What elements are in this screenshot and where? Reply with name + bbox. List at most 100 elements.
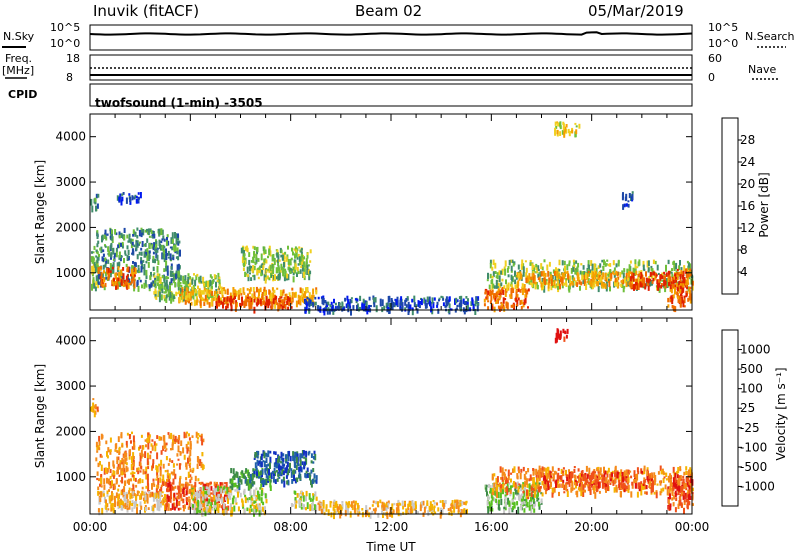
scatter-cell — [134, 231, 137, 237]
scatter-cell — [213, 503, 216, 508]
scatter-cell — [260, 264, 263, 268]
scatter-cell — [272, 264, 275, 269]
scatter-cell — [139, 192, 142, 199]
scatter-cell — [180, 483, 183, 486]
scatter-cell — [209, 506, 212, 513]
scatter-cell — [102, 490, 105, 496]
scatter-cell — [501, 476, 504, 482]
scatter-cell — [540, 263, 543, 269]
scatter-cell — [251, 268, 254, 273]
scatter-cell — [92, 406, 95, 413]
scatter-cell — [679, 302, 682, 308]
scatter-cell — [129, 199, 132, 205]
scatter-cell — [112, 475, 115, 479]
scatter-cell — [327, 301, 330, 306]
scatter-cell — [280, 461, 283, 464]
scatter-cell — [185, 477, 188, 481]
scatter-cell — [156, 471, 159, 476]
scatter-cell — [109, 495, 112, 499]
scatter-cell — [106, 451, 108, 457]
scatter-cell — [650, 272, 653, 276]
scatter-cell — [545, 485, 548, 492]
scatter-cell — [154, 285, 157, 289]
scatter-cell — [210, 288, 213, 294]
scatter-cell — [159, 477, 162, 483]
scatter-cell — [95, 275, 98, 283]
scatter-cell — [523, 299, 526, 306]
scatter-cell — [554, 127, 557, 134]
scatter-cell — [391, 503, 394, 507]
scatter-cell — [221, 497, 224, 504]
scatter-cell — [222, 487, 225, 493]
scatter-cell — [215, 288, 218, 295]
scatter-cell — [520, 504, 523, 511]
scatter-cell — [251, 497, 254, 501]
scatter-cell — [407, 301, 410, 308]
scatter-cell — [156, 282, 159, 287]
scatter-cell — [266, 475, 269, 481]
scatter-cell — [109, 480, 112, 486]
scatter-cell — [223, 486, 226, 489]
scatter-cell — [99, 247, 102, 251]
scatter-cell — [263, 291, 266, 297]
scatter-cell — [467, 298, 469, 302]
scatter-cell — [627, 200, 630, 203]
scatter-cell — [141, 491, 144, 495]
scatter-cell — [179, 477, 181, 484]
scatter-cell — [294, 451, 297, 458]
scatter-cell — [136, 227, 139, 231]
scatter-cell — [276, 252, 279, 258]
scatter-cell — [487, 290, 490, 295]
scatter-cell — [507, 286, 510, 291]
scatter-cell — [574, 475, 577, 482]
scatter-cell — [673, 266, 676, 271]
scatter-cell — [155, 443, 158, 446]
scatter-cell — [169, 253, 172, 261]
scatter-cell — [327, 509, 330, 516]
scatter-cell — [521, 500, 524, 506]
scatter-cell — [533, 508, 536, 513]
scatter-cell — [507, 274, 510, 278]
scatter-cell — [516, 272, 519, 278]
scatter-cell — [128, 456, 131, 460]
scatter-cell — [574, 480, 577, 483]
scatter-cell — [590, 278, 593, 282]
scatter-cell — [206, 292, 209, 298]
scatter-cell — [199, 459, 202, 464]
scatter-cell — [313, 473, 316, 479]
scatter-cell — [166, 234, 169, 238]
scatter-cell — [683, 305, 686, 308]
scatter-cell — [97, 277, 100, 284]
scatter-cell — [516, 501, 519, 506]
scatter-cell — [328, 308, 331, 315]
scatter-cell — [173, 506, 176, 511]
scatter-cell — [568, 131, 571, 137]
scatter-cell — [537, 469, 540, 475]
scatter-cell — [368, 296, 371, 301]
scatter-cell — [96, 203, 99, 209]
scatter-cell — [123, 486, 126, 493]
scatter-cell — [148, 250, 151, 254]
scatter-cell — [133, 471, 136, 474]
scatter-cell — [589, 280, 592, 286]
scatter-cell — [155, 244, 158, 249]
scatter-cell — [521, 484, 524, 490]
scatter-cell — [189, 474, 192, 478]
scatter-cell — [112, 258, 115, 261]
scatter-cell — [426, 503, 429, 506]
scatter-cell — [361, 511, 364, 518]
scatter-cell — [147, 488, 150, 492]
scatter-cell — [420, 298, 423, 306]
scatter-cell — [294, 253, 296, 259]
scatter-cell — [293, 474, 295, 482]
scatter-cell — [459, 301, 462, 307]
scatter-cell — [347, 299, 350, 304]
scatter-cell — [161, 282, 164, 289]
scatter-cell — [561, 277, 564, 282]
scatter-cell — [177, 494, 180, 500]
scatter-cell — [547, 282, 550, 289]
scatter-cell — [558, 279, 560, 286]
scatter-cell — [487, 506, 490, 514]
scatter-cell — [689, 473, 692, 477]
scatter-cell — [396, 300, 399, 307]
